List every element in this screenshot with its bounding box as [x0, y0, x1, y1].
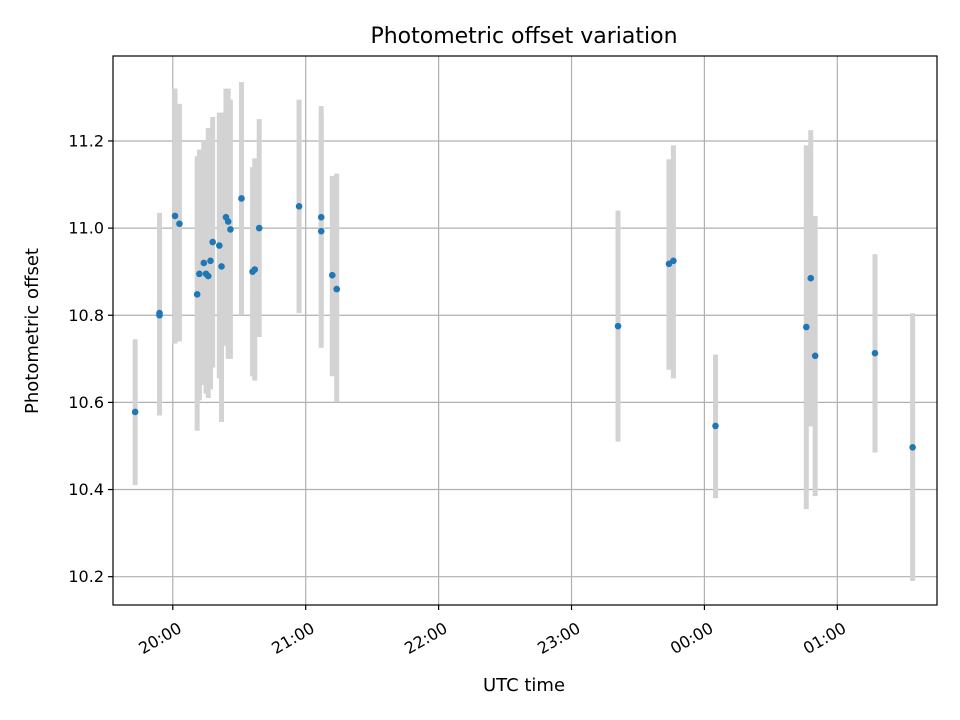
x-tick-label: 21:00	[268, 618, 317, 658]
x-axis-label: UTC time	[483, 675, 565, 696]
data-point	[317, 213, 325, 221]
x-tick-label: 20:00	[135, 618, 184, 658]
x-tick-label: 23:00	[534, 618, 583, 658]
error-bars	[132, 82, 916, 582]
data-point	[171, 212, 179, 220]
data-point	[196, 270, 203, 278]
data-point	[224, 218, 232, 225]
data-point	[176, 220, 183, 228]
y-axis-ticks: 10.2 10.4 10.6 10.8 11.0 11.2	[68, 131, 113, 586]
data-point	[200, 259, 208, 267]
data-point	[333, 285, 341, 293]
data-point	[227, 226, 234, 233]
y-axis-label: Photometric offset	[22, 248, 43, 414]
data-points	[131, 195, 916, 451]
y-tick-label: 10.8	[68, 306, 104, 325]
data-point	[238, 195, 245, 202]
y-tick-label: 11.0	[68, 219, 104, 238]
data-point	[255, 224, 263, 232]
data-point	[909, 443, 916, 451]
y-tick-label: 11.2	[68, 131, 104, 150]
data-point	[670, 257, 677, 265]
data-point	[871, 349, 879, 357]
x-tick-label: 01:00	[800, 618, 849, 658]
x-tick-label: 22:00	[401, 618, 450, 658]
data-point	[218, 263, 225, 270]
data-point	[328, 271, 336, 279]
data-point	[807, 274, 815, 282]
y-tick-label: 10.2	[68, 567, 104, 586]
y-tick-label: 10.6	[68, 393, 104, 412]
data-point	[216, 242, 223, 249]
data-point	[803, 323, 810, 331]
plot-frame	[112, 55, 938, 606]
data-point	[209, 238, 216, 246]
data-point	[131, 408, 139, 416]
data-point	[207, 257, 214, 265]
data-point	[295, 203, 303, 210]
chart-title: Photometric offset variation	[370, 24, 677, 49]
data-point	[204, 272, 212, 280]
data-point	[712, 422, 719, 430]
data-point	[251, 266, 259, 273]
data-point	[317, 227, 325, 235]
x-axis-ticks: 20:00 21:00 22:00 23:00 00:00 01:00	[135, 605, 849, 658]
data-point	[811, 352, 819, 360]
data-point	[193, 291, 201, 298]
y-tick-label: 10.4	[68, 480, 104, 499]
data-point	[156, 309, 163, 317]
x-tick-label: 00:00	[667, 618, 716, 658]
data-point	[614, 322, 622, 330]
